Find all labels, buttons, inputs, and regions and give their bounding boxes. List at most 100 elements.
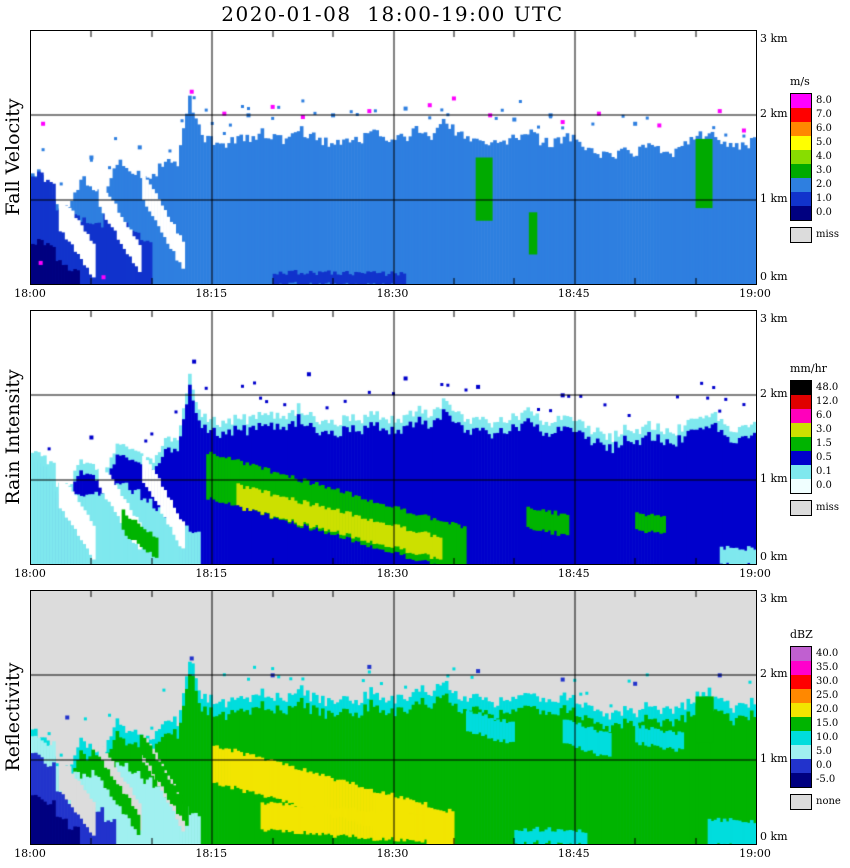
panel-ylabel-rain_intensity: Rain Intensity xyxy=(2,368,24,505)
panel-ylabel-wrap: Fall Velocity xyxy=(0,30,26,283)
colorbar-cell xyxy=(791,122,811,136)
panel-ylabel-reflectivity: Reflectivity xyxy=(2,662,24,771)
colorbar-cell-label: 0.0 xyxy=(816,207,832,218)
colorbar-title: m/s xyxy=(790,75,810,88)
colorbar-cell xyxy=(791,675,811,689)
x-tick-label: 18:15 xyxy=(195,847,228,860)
y-tick-label: 3 km xyxy=(760,592,788,605)
panel-ylabel-wrap: Rain Intensity xyxy=(0,310,26,563)
x-tick-label: 18:30 xyxy=(376,847,409,860)
heatmap-canvas-rain_intensity xyxy=(30,310,757,565)
colorbar-cell-label: 40.0 xyxy=(816,648,839,659)
colorbar-cell-label: 7.0 xyxy=(816,109,832,120)
colorbar-cell-label: 8.0 xyxy=(816,95,832,106)
colorbar-missing-cell xyxy=(790,500,812,516)
colorbar-cell-label: 5.0 xyxy=(816,137,832,148)
colorbar-title: dBZ xyxy=(790,628,813,641)
panel-ylabel-fall_velocity: Fall Velocity xyxy=(2,97,24,216)
y-tick-label: 1 km xyxy=(760,191,788,205)
colorbar-cell-label: 25.0 xyxy=(816,690,839,701)
y-tick-label: 0 km xyxy=(760,270,788,283)
x-tick-label: 18:15 xyxy=(195,567,228,580)
colorbar-cell xyxy=(791,745,811,759)
colorbar-cell xyxy=(791,647,811,661)
x-tick-label: 18:00 xyxy=(14,847,46,860)
colorbar-cell-label: 0.0 xyxy=(816,480,832,491)
y-tick-label: 1 km xyxy=(760,751,788,765)
colorbar-cell xyxy=(791,178,811,192)
x-tick-label: 18:45 xyxy=(557,567,590,580)
y-tick-label: 1 km xyxy=(760,471,788,485)
y-tick-label: 0 km xyxy=(760,550,788,563)
colorbar xyxy=(790,646,812,788)
colorbar-cell-label: 0.5 xyxy=(816,452,832,463)
colorbar-title: mm/hr xyxy=(790,362,827,375)
colorbar-cell xyxy=(791,94,811,108)
y-tick-label: 0 km xyxy=(760,830,788,843)
colorbar-cell-label: 48.0 xyxy=(816,382,839,393)
colorbar-cell xyxy=(791,409,811,423)
colorbar-cell xyxy=(791,164,811,178)
colorbar-missing-label: miss xyxy=(816,229,839,240)
colorbar-cell xyxy=(791,423,811,437)
x-tick-label: 18:45 xyxy=(557,847,590,860)
x-tick-label: 18:00 xyxy=(14,567,46,580)
colorbar-cell-label: 6.0 xyxy=(816,410,832,421)
x-tick-label: 18:30 xyxy=(376,567,409,580)
colorbar-cell xyxy=(791,773,811,787)
x-tick-label: 19:00 xyxy=(739,287,771,300)
colorbar-cell-label: 2.0 xyxy=(816,179,832,190)
colorbar-cell-label: -5.0 xyxy=(816,774,836,785)
heatmap-canvas-fall_velocity xyxy=(30,30,757,285)
colorbar-cell xyxy=(791,192,811,206)
colorbar-cell xyxy=(791,703,811,717)
colorbar-cell-label: 3.0 xyxy=(816,165,832,176)
colorbar-cell xyxy=(791,465,811,479)
colorbar-cell-label: 20.0 xyxy=(816,704,839,715)
colorbar-cell-label: 30.0 xyxy=(816,676,839,687)
colorbar-missing-label: miss xyxy=(816,502,839,513)
colorbar-cell xyxy=(791,150,811,164)
colorbar-cell-label: 1.0 xyxy=(816,193,832,204)
panel-ylabel-wrap: Reflectivity xyxy=(0,590,26,843)
colorbar-cell xyxy=(791,451,811,465)
colorbar-cell xyxy=(791,136,811,150)
x-tick-label: 18:30 xyxy=(376,287,409,300)
colorbar xyxy=(790,380,812,494)
y-tick-label: 2 km xyxy=(760,667,788,681)
figure-title: 2020-01-08 18:00-19:00 UTC xyxy=(221,2,564,26)
y-tick-label: 3 km xyxy=(760,32,788,45)
colorbar-cell-label: 12.0 xyxy=(816,396,839,407)
x-tick-label: 19:00 xyxy=(739,567,771,580)
colorbar-cell-label: 0.0 xyxy=(816,760,832,771)
colorbar-cell xyxy=(791,689,811,703)
colorbar-cell xyxy=(791,381,811,395)
colorbar-cell xyxy=(791,717,811,731)
x-tick-label: 18:45 xyxy=(557,287,590,300)
colorbar-cell-label: 4.0 xyxy=(816,151,832,162)
colorbar-cell xyxy=(791,395,811,409)
x-tick-label: 18:15 xyxy=(195,287,228,300)
colorbar-cell-label: 5.0 xyxy=(816,746,832,757)
colorbar-cell-label: 1.5 xyxy=(816,438,832,449)
x-tick-label: 18:00 xyxy=(14,287,46,300)
colorbar-cell xyxy=(791,479,811,493)
colorbar-cell-label: 0.1 xyxy=(816,466,832,477)
colorbar-cell-label: 10.0 xyxy=(816,732,839,743)
colorbar-missing-label: none xyxy=(816,796,841,807)
colorbar-cell xyxy=(791,206,811,220)
y-tick-label: 3 km xyxy=(760,312,788,325)
colorbar-cell xyxy=(791,759,811,773)
colorbar-cell-label: 6.0 xyxy=(816,123,832,134)
colorbar xyxy=(790,93,812,221)
colorbar-cell xyxy=(791,108,811,122)
colorbar-cell xyxy=(791,661,811,675)
colorbar-cell xyxy=(791,731,811,745)
heatmap-canvas-reflectivity xyxy=(30,590,757,845)
colorbar-missing-cell xyxy=(790,794,812,810)
colorbar-missing-cell xyxy=(790,227,812,243)
colorbar-cell-label: 15.0 xyxy=(816,718,839,729)
y-tick-label: 2 km xyxy=(760,107,788,121)
x-tick-label: 19:00 xyxy=(739,847,771,860)
